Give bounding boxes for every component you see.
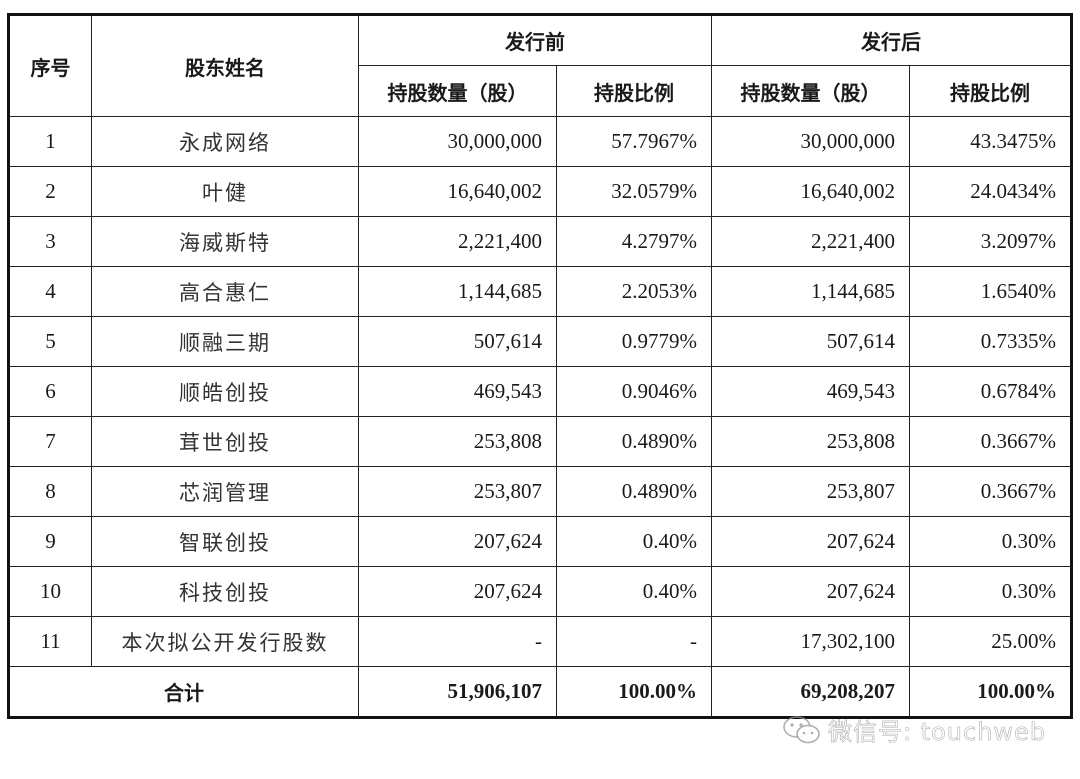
row-after-ratio: 0.30% xyxy=(909,566,1072,617)
row-shareholder-name: 永成网络 xyxy=(91,116,359,167)
table-row: 4 高合惠仁 1,144,685 2.2053% 1,144,685 1.6540% xyxy=(8,266,1072,317)
row-shareholder-name: 科技创投 xyxy=(91,566,359,617)
row-shareholder-name: 智联创投 xyxy=(91,516,359,567)
row-index: 1 xyxy=(8,116,92,167)
table-row: 1 永成网络 30,000,000 57.7967% 30,000,000 43.3475… xyxy=(8,116,1072,167)
row-before-shares: 2,221,400 xyxy=(358,216,557,267)
row-shareholder-name: 本次拟公开发行股数 xyxy=(91,616,359,667)
row-before-ratio: 0.9779% xyxy=(556,316,712,367)
watermark-text: 微信号: touchweb xyxy=(828,718,1047,747)
wechat-icon xyxy=(782,715,822,745)
row-before-shares: 253,807 xyxy=(358,466,557,517)
row-after-shares: 17,302,100 xyxy=(711,616,910,667)
row-before-shares: 30,000,000 xyxy=(358,116,557,167)
total-after-ratio: 100.00% xyxy=(909,666,1072,718)
row-after-ratio: 0.7335% xyxy=(909,316,1072,367)
row-after-ratio: 1.6540% xyxy=(909,266,1072,317)
row-before-ratio: 57.7967% xyxy=(556,116,712,167)
table-body: 1 永成网络 30,000,000 57.7967% 30,000,000 43.3475… xyxy=(8,116,1072,667)
table-row: 5 顺融三期 507,614 0.9779% 507,614 0.7335% xyxy=(8,316,1072,367)
total-label: 合计 xyxy=(8,666,359,718)
row-before-shares: 469,543 xyxy=(358,366,557,417)
total-after-shares: 69,208,207 xyxy=(711,666,910,718)
header-shareholder-name: 股东姓名 xyxy=(91,14,359,117)
header-after-ratio: 持股比例 xyxy=(909,65,1072,117)
row-index: 8 xyxy=(8,466,92,517)
row-index: 7 xyxy=(8,416,92,467)
row-shareholder-name: 芯润管理 xyxy=(91,466,359,517)
header-before-issuance: 发行前 xyxy=(358,14,712,66)
total-before-ratio: 100.00% xyxy=(556,666,712,718)
row-before-shares: 207,624 xyxy=(358,516,557,567)
header-row-1: 序号 股东姓名 发行前 发行后 xyxy=(8,14,1072,117)
row-shareholder-name: 茸世创投 xyxy=(91,416,359,467)
row-after-ratio: 43.3475% xyxy=(909,116,1072,167)
row-shareholder-name: 高合惠仁 xyxy=(91,266,359,317)
row-index: 5 xyxy=(8,316,92,367)
row-before-ratio: 0.40% xyxy=(556,516,712,567)
row-before-ratio: - xyxy=(556,616,712,667)
row-shareholder-name: 叶健 xyxy=(91,166,359,217)
table-row: 2 叶健 16,640,002 32.0579% 16,640,002 24.0434% xyxy=(8,166,1072,217)
table-row: 10 科技创投 207,624 0.40% 207,624 0.30% xyxy=(8,566,1072,617)
row-index: 11 xyxy=(8,616,92,667)
row-after-shares: 207,624 xyxy=(711,566,910,617)
table-row: 3 海威斯特 2,221,400 4.2797% 2,221,400 3.2097% xyxy=(8,216,1072,267)
table-row: 11 本次拟公开发行股数 - -17,302,100 25.00% xyxy=(8,616,1072,667)
row-after-shares: 207,624 xyxy=(711,516,910,567)
header-before-shares: 持股数量（股） xyxy=(358,65,557,117)
total-before-shares: 51,906,107 xyxy=(358,666,557,718)
row-after-ratio: 0.3667% xyxy=(909,416,1072,467)
row-after-shares: 2,221,400 xyxy=(711,216,910,267)
table-row: 9 智联创投 207,624 0.40% 207,624 0.30% xyxy=(8,516,1072,567)
row-index: 9 xyxy=(8,516,92,567)
row-shareholder-name: 顺皓创投 xyxy=(91,366,359,417)
row-after-shares: 253,807 xyxy=(711,466,910,517)
row-before-ratio: 4.2797% xyxy=(556,216,712,267)
row-before-ratio: 2.2053% xyxy=(556,266,712,317)
row-after-ratio: 25.00% xyxy=(909,616,1072,667)
row-before-ratio: 0.4890% xyxy=(556,416,712,467)
table-row: 6 顺皓创投 469,543 0.9046% 469,543 0.6784% xyxy=(8,366,1072,417)
row-after-ratio: 0.6784% xyxy=(909,366,1072,417)
row-before-shares: 507,614 xyxy=(358,316,557,367)
table-row: 7 茸世创投 253,808 0.4890% 253,808 0.3667% xyxy=(8,416,1072,467)
row-after-shares: 16,640,002 xyxy=(711,166,910,217)
shareholding-table: 序号 股东姓名 发行前 发行后 持股数量（股） 持股比例 持股数量（股） 持股比… xyxy=(7,13,1073,719)
row-before-ratio: 32.0579% xyxy=(556,166,712,217)
row-after-ratio: 24.0434% xyxy=(909,166,1072,217)
row-after-ratio: 0.30% xyxy=(909,516,1072,567)
header-index: 序号 xyxy=(8,14,92,117)
row-before-shares: - xyxy=(358,616,557,667)
header-after-shares: 持股数量（股） xyxy=(711,65,910,117)
row-after-shares: 1,144,685 xyxy=(711,266,910,317)
row-before-ratio: 0.4890% xyxy=(556,466,712,517)
row-after-shares: 253,808 xyxy=(711,416,910,467)
row-index: 6 xyxy=(8,366,92,417)
row-index: 2 xyxy=(8,166,92,217)
row-after-shares: 469,543 xyxy=(711,366,910,417)
row-before-shares: 207,624 xyxy=(358,566,557,617)
shareholding-table-container: 序号 股东姓名 发行前 发行后 持股数量（股） 持股比例 持股数量（股） 持股比… xyxy=(7,13,1073,719)
row-before-shares: 1,144,685 xyxy=(358,266,557,317)
header-before-ratio: 持股比例 xyxy=(556,65,712,117)
row-after-ratio: 0.3667% xyxy=(909,466,1072,517)
total-row: 合计 51,906,107 100.00% 69,208,207 100.00% xyxy=(8,666,1072,718)
row-before-shares: 16,640,002 xyxy=(358,166,557,217)
row-index: 10 xyxy=(8,566,92,617)
row-index: 3 xyxy=(8,216,92,267)
watermark: 微信号: touchweb xyxy=(782,712,1046,747)
row-before-ratio: 0.40% xyxy=(556,566,712,617)
row-after-ratio: 3.2097% xyxy=(909,216,1072,267)
row-shareholder-name: 海威斯特 xyxy=(91,216,359,267)
row-after-shares: 507,614 xyxy=(711,316,910,367)
header-after-issuance: 发行后 xyxy=(711,14,1072,66)
row-after-shares: 30,000,000 xyxy=(711,116,910,167)
row-shareholder-name: 顺融三期 xyxy=(91,316,359,367)
row-index: 4 xyxy=(8,266,92,317)
row-before-ratio: 0.9046% xyxy=(556,366,712,417)
row-before-shares: 253,808 xyxy=(358,416,557,467)
table-row: 8 芯润管理 253,807 0.4890% 253,807 0.3667% xyxy=(8,466,1072,517)
